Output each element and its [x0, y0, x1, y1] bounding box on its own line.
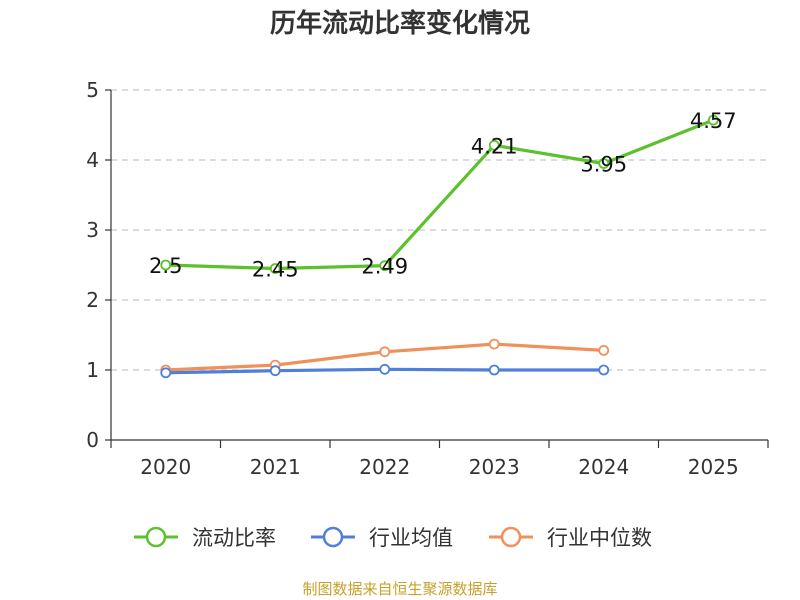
y-tick-label: 5: [86, 78, 99, 102]
legend: 流动比率 行业均值 行业中位数: [134, 526, 652, 550]
data-point: [379, 346, 391, 358]
x-tick-label: 2024: [578, 455, 629, 479]
x-tick-label: 2020: [140, 455, 191, 479]
data-point: [598, 158, 610, 169]
data-point: [598, 364, 610, 376]
y-tick-label: 0: [86, 428, 99, 452]
legend-label: 行业均值: [369, 526, 453, 550]
data-point: [488, 139, 500, 151]
data-label: 4.57: [690, 109, 737, 133]
x-tick-label: 2025: [688, 455, 739, 479]
legend-label: 流动比率: [192, 526, 276, 550]
grid-lines: [111, 89, 768, 371]
data-point: [488, 338, 500, 350]
legend-item-2[interactable]: 行业中位数: [489, 526, 652, 550]
x-tick-label: 2022: [359, 455, 410, 479]
legend-marker: [322, 526, 344, 548]
legend-marker: [145, 526, 167, 548]
legend-marker: [500, 526, 522, 548]
y-tick-label: 1: [86, 358, 99, 382]
data-point: [269, 365, 281, 377]
legend-item-0[interactable]: 流动比率: [134, 526, 276, 550]
source-note: 制图数据来自恒生聚源数据库: [302, 580, 497, 598]
legend-item-1[interactable]: 行业均值: [311, 526, 453, 550]
data-point: [160, 259, 172, 271]
y-tick-label: 3: [86, 218, 99, 242]
series-layer: [160, 114, 719, 379]
chart-title: 历年流动比率变化情况: [270, 8, 530, 39]
legend-label: 行业中位数: [547, 526, 652, 550]
x-tick-label: 2021: [250, 455, 301, 479]
data-label: 2.49: [361, 255, 408, 279]
data-point: [269, 263, 281, 274]
y-tick-label: 2: [86, 288, 99, 312]
data-label: 2.45: [252, 258, 299, 282]
data-point: [379, 260, 391, 272]
data-point: [160, 367, 172, 379]
data-labels: 2.5 2.45 2.49 4.21 3.95 4.57: [149, 109, 737, 281]
y-tick-label: 4: [86, 148, 99, 172]
series-line-0: [164, 118, 715, 271]
data-label: 3.95: [580, 153, 627, 177]
data-point: [598, 344, 610, 356]
data-label: 4.21: [471, 134, 518, 158]
axes: 0 1 2 3 4 5 2020 2021 2022 2023 2024 2025: [86, 78, 769, 479]
data-point: [379, 363, 391, 375]
data-point: [707, 114, 719, 126]
data-label: 2.5: [149, 254, 182, 278]
data-point: [488, 364, 500, 376]
x-tick-label: 2023: [469, 455, 520, 479]
